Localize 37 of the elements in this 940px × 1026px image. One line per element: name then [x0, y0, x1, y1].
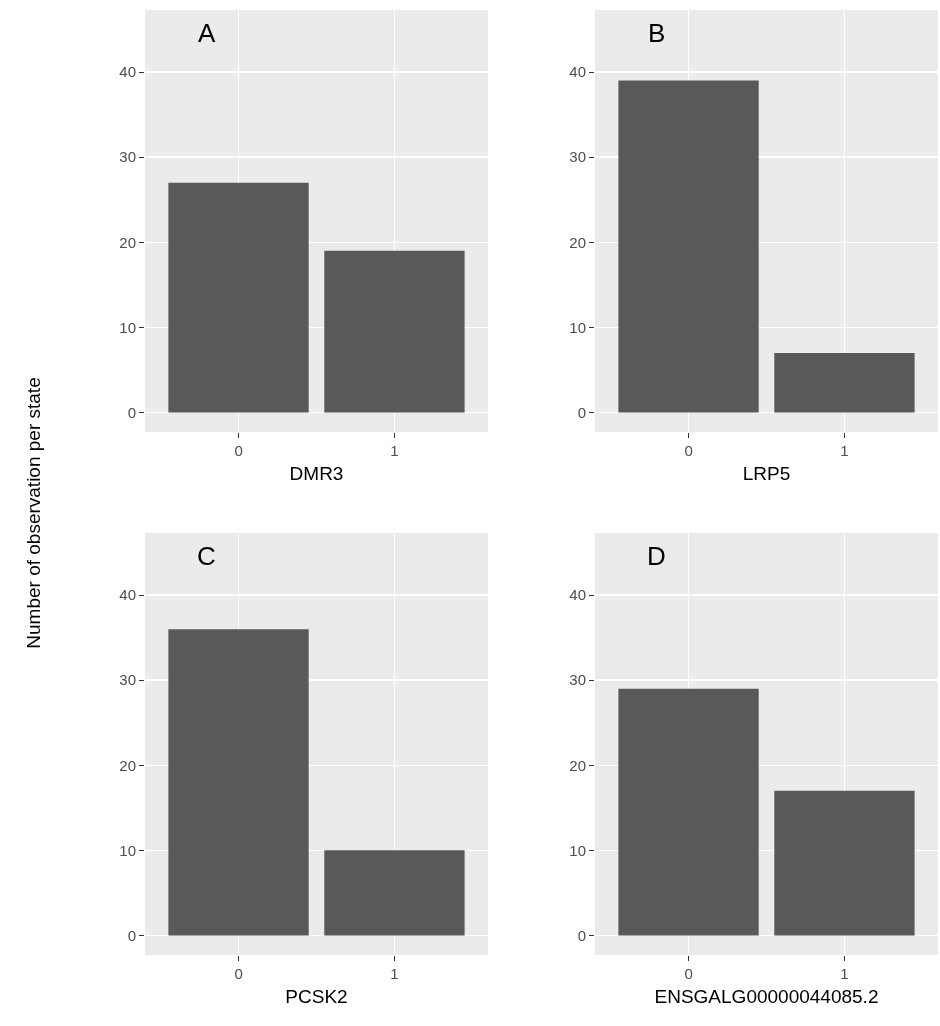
annotation: C — [197, 541, 216, 571]
x-tick-label: 0 — [684, 965, 693, 982]
x-tick-label: 1 — [840, 442, 849, 459]
annotation: A — [198, 18, 216, 48]
y-tick-label: 10 — [569, 841, 586, 859]
x-axis-title: LRP5 — [742, 462, 791, 484]
y-tick-label: 10 — [569, 318, 586, 336]
y-tick-label: 30 — [569, 671, 586, 689]
x-axis-title: PCSK2 — [285, 985, 348, 1007]
y-tick-label: 0 — [577, 926, 586, 944]
y-tick-label: 40 — [119, 63, 136, 81]
y-tick-label: 30 — [569, 148, 586, 166]
annotation: B — [648, 18, 666, 48]
annotation: D — [647, 541, 666, 571]
y-tick-label: 40 — [119, 586, 136, 604]
y-axis-title: Number of observation per state — [23, 377, 45, 649]
y-tick-label: 0 — [577, 403, 586, 421]
y-tick-label: 0 — [127, 403, 136, 421]
x-tick-label: 1 — [390, 965, 399, 982]
y-tick-label: 30 — [119, 671, 136, 689]
x-tick-label: 1 — [840, 965, 849, 982]
y-tick-label: 10 — [119, 841, 136, 859]
x-axis-title: DMR3 — [289, 462, 344, 484]
y-tick-label: 30 — [119, 148, 136, 166]
x-tick-label: 1 — [390, 442, 399, 459]
y-tick-label: 40 — [569, 586, 586, 604]
y-tick-label: 20 — [569, 233, 586, 251]
y-tick-label: 0 — [127, 926, 136, 944]
x-tick-label: 0 — [684, 442, 693, 459]
x-tick-label: 0 — [234, 965, 243, 982]
x-tick-label: 0 — [234, 442, 243, 459]
y-tick-label: 20 — [569, 756, 586, 774]
y-tick-label: 20 — [119, 756, 136, 774]
x-axis-title: ENSGALG00000044085.2 — [654, 985, 879, 1007]
y-tick-label: 40 — [569, 63, 586, 81]
y-tick-label: 20 — [119, 233, 136, 251]
y-tick-label: 10 — [119, 318, 136, 336]
